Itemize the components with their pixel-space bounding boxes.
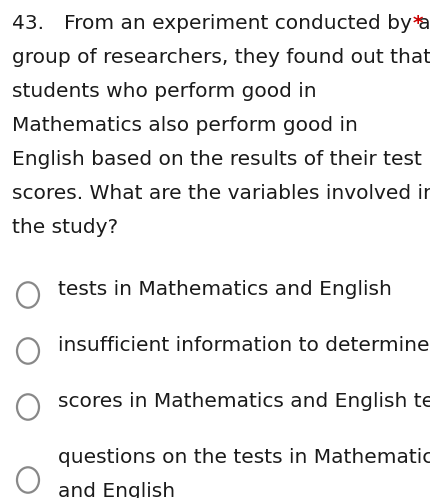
Text: scores in Mathematics and English tests: scores in Mathematics and English tests [58, 392, 430, 411]
Text: scores. What are the variables involved in: scores. What are the variables involved … [12, 184, 430, 203]
Text: Mathematics also perform good in: Mathematics also perform good in [12, 116, 357, 135]
Text: questions on the tests in Mathematics: questions on the tests in Mathematics [58, 448, 430, 467]
Text: the study?: the study? [12, 218, 118, 237]
Text: insufficient information to determine: insufficient information to determine [58, 336, 429, 355]
Text: students who perform good in: students who perform good in [12, 82, 316, 101]
Text: English based on the results of their test: English based on the results of their te… [12, 150, 421, 169]
Text: From an experiment conducted by a: From an experiment conducted by a [64, 14, 430, 33]
Text: tests in Mathematics and English: tests in Mathematics and English [58, 280, 391, 299]
Text: and English: and English [58, 482, 175, 498]
Text: *: * [412, 14, 422, 33]
Text: 43.: 43. [12, 14, 44, 33]
Text: group of researchers, they found out that: group of researchers, they found out tha… [12, 48, 430, 67]
